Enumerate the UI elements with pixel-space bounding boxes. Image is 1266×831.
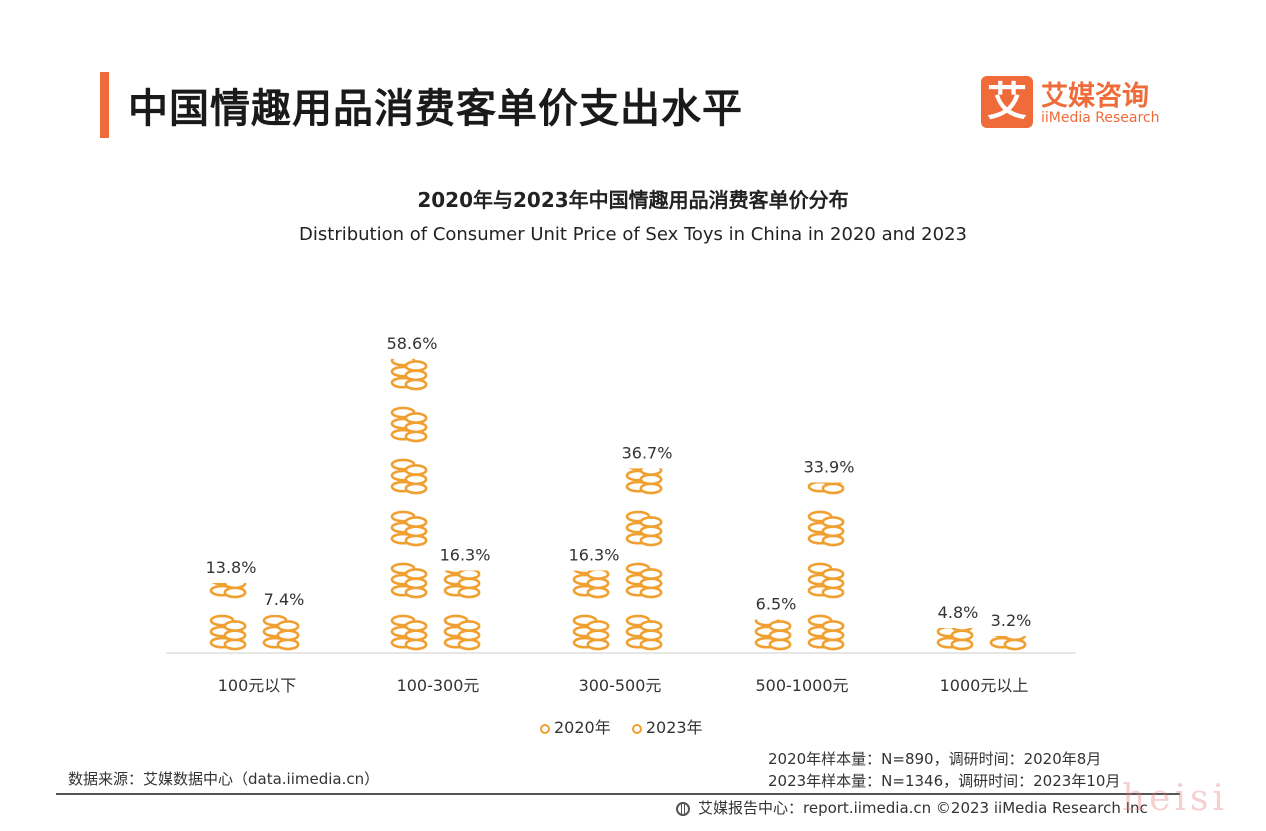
x-tick-label: 1000元以上	[940, 676, 1029, 695]
coin-stack-icon	[936, 627, 974, 651]
coin-stack-icon	[209, 614, 247, 651]
coin-stack-icon	[572, 614, 610, 651]
logo-name-cn: 艾媒咨询	[1041, 81, 1149, 112]
coin-stack-icon	[807, 482, 845, 495]
data-label: 7.4%	[264, 590, 305, 609]
title-accent-bar	[100, 72, 109, 138]
legend-label-2020: 2020年	[554, 718, 611, 737]
data-label: 16.3%	[569, 545, 620, 564]
chart-legend: 2020年 2023年	[540, 714, 719, 738]
x-tick-label: 500-1000元	[755, 676, 848, 695]
data-label: 6.5%	[756, 594, 797, 613]
coin-stack-icon	[991, 564, 1025, 597]
data-source: 数据来源：艾媒数据中心（data.iimedia.cn）	[68, 770, 380, 788]
coin-stack-icon	[754, 619, 792, 651]
logo-name-en: iiMedia Research	[1041, 110, 1160, 126]
chart-subtitle: Distribution of Consumer Unit Price of S…	[299, 224, 967, 245]
coin-stack-icon	[625, 614, 663, 651]
coin-stack-icon	[262, 614, 300, 651]
legend-label-2023: 2023年	[645, 718, 703, 737]
page-title: 中国情趣用品消费客单价支出水平	[128, 86, 743, 132]
coin-stack-icon	[989, 635, 1027, 651]
x-tick-label: 300-500元	[579, 676, 662, 695]
data-label: 33.9%	[804, 457, 855, 476]
coin-stack-icon	[390, 510, 428, 547]
coin-stack-icon	[572, 570, 610, 599]
bar-2023-4	[989, 564, 1027, 651]
coin-stack-icon	[390, 358, 428, 391]
chart-title: 2020年与2023年中国情趣用品消费客单价分布	[417, 188, 849, 212]
coin-stack-icon	[445, 512, 479, 545]
data-label: 3.2%	[991, 611, 1032, 630]
bar-2023-2	[625, 408, 663, 651]
legend-item-2023: 2023年	[631, 714, 703, 738]
coin-stack-icon	[211, 512, 245, 545]
globe-icon	[676, 801, 690, 816]
coin-stack-icon	[807, 614, 845, 651]
bar-2023-1	[443, 512, 481, 651]
logo-mark: 艾	[981, 76, 1033, 128]
x-tick-label: 100元以下	[218, 676, 297, 695]
coin-stack-icon	[756, 564, 790, 597]
bottom-divider	[56, 793, 1180, 795]
data-label: 16.3%	[440, 545, 491, 564]
coin-stack-icon	[809, 408, 843, 441]
bar-2023-0	[262, 614, 300, 651]
coin-stack-icon	[807, 562, 845, 599]
watermark: heisi	[1122, 778, 1228, 819]
coin-stack-icon	[631, 723, 642, 734]
legend-item-2020: 2020年	[540, 714, 611, 738]
coin-stack-icon	[443, 614, 481, 651]
bar-2023-3	[807, 408, 845, 651]
coin-stack-icon	[938, 564, 972, 597]
data-label: 36.7%	[622, 443, 673, 462]
sample-note-2020: 2020年样本量：N=890，调研时间：2020年8月	[768, 750, 1102, 768]
data-label: 4.8%	[938, 603, 979, 622]
coin-stack-icon	[390, 458, 428, 495]
coin-stack-icon	[625, 468, 663, 495]
data-label: 58.6%	[387, 334, 438, 353]
bar-2020-2	[572, 512, 610, 651]
coin-stack-icon	[625, 562, 663, 599]
coin-stack-icon	[209, 582, 247, 599]
coin-stack-icon	[390, 406, 428, 443]
iimedia-logo: 艾 艾媒咨询 iiMedia Research	[981, 74, 1181, 134]
sample-note-2023: 2023年样本量：N=1346，调研时间：2023年10月	[768, 772, 1121, 790]
coin-stack-icon	[443, 570, 481, 599]
data-label: 13.8%	[206, 558, 257, 577]
coin-stack-icon	[625, 510, 663, 547]
bar-2020-3	[754, 564, 792, 651]
coin-stack-icon	[390, 562, 428, 599]
footer: 艾媒报告中心：report.iimedia.cn ©2023 iiMedia R…	[676, 797, 1148, 818]
coin-stack-icon	[574, 512, 608, 545]
bar-2020-1	[390, 304, 428, 651]
coin-stack-icon	[390, 614, 428, 651]
footer-text: 艾媒报告中心：report.iimedia.cn ©2023 iiMedia R…	[698, 799, 1148, 817]
bar-2020-4	[936, 564, 974, 651]
coin-stack-icon	[392, 304, 426, 337]
bar-2020-0	[209, 512, 247, 651]
x-tick-label: 100-300元	[397, 676, 480, 695]
coin-stack-icon	[807, 510, 845, 547]
coin-stack-icon	[627, 408, 661, 441]
coin-stack-icon	[540, 723, 550, 734]
